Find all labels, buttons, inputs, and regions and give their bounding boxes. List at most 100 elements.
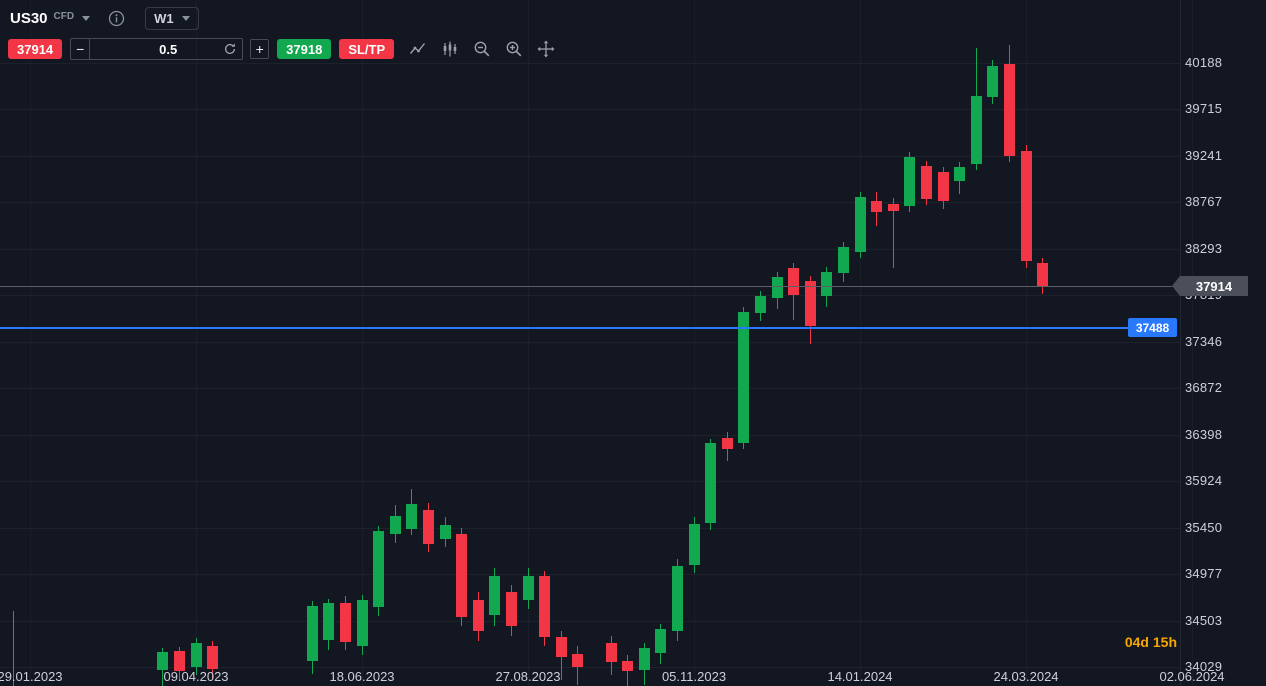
price-tick-label: 35924 — [1185, 473, 1223, 489]
candle-countdown: 04d 15h — [1124, 634, 1177, 650]
level-price-label[interactable]: 37488 — [1128, 318, 1177, 338]
candle-body — [837, 247, 849, 273]
volume-field — [90, 39, 247, 59]
instrument-type-badge: CFD — [53, 11, 75, 22]
current-price-line — [0, 285, 1172, 287]
time-axis-label: 29.01.2023 — [0, 669, 63, 684]
candle-body — [920, 165, 932, 200]
refresh-icon[interactable] — [223, 42, 237, 56]
candle-body — [1037, 262, 1049, 287]
candle-body — [489, 575, 501, 616]
candle-body — [356, 600, 368, 646]
current-price-value: 37914 — [1195, 278, 1233, 294]
candle-body — [439, 524, 451, 539]
candlesticks-icon[interactable] — [440, 40, 459, 59]
candle-body — [821, 271, 833, 297]
candle-body — [871, 201, 883, 212]
gridline-horizontal — [0, 341, 1180, 343]
candle-body — [472, 600, 484, 631]
candle-body — [522, 575, 534, 601]
price-scale[interactable]: 4018839715392413876738293378193734636872… — [1180, 0, 1266, 686]
candle-body — [373, 530, 385, 608]
instrument-header: US30 CFD W1 — [10, 7, 199, 30]
candle-body — [705, 443, 717, 523]
price-tick-label: 39241 — [1185, 147, 1223, 163]
time-scale[interactable]: 29.01.2023 09.04.2023 18.06.2023 27.08.2023… — [0, 662, 1266, 686]
symbol-selector[interactable]: US30 CFD — [10, 10, 91, 27]
time-axis-label: 02.06.2024 — [1159, 669, 1225, 684]
gridline-horizontal — [0, 63, 1180, 64]
candle-body — [738, 311, 750, 444]
volume-stepper: − + — [70, 38, 270, 60]
candle-body — [157, 652, 169, 671]
price-tick-label: 34977 — [1185, 566, 1223, 582]
candle-body — [207, 645, 219, 670]
time-axis-label: 05.11.2023 — [661, 669, 727, 684]
buy-price-button[interactable]: 37918 — [277, 39, 332, 59]
candle-body — [937, 171, 949, 202]
gridline-horizontal — [0, 155, 1180, 157]
time-axis-label: 18.06.2023 — [329, 669, 395, 684]
price-tick-label: 38293 — [1185, 240, 1223, 256]
candle-body — [754, 296, 766, 313]
time-axis-label: 09.04.2023 — [163, 669, 229, 684]
candle-body — [339, 603, 351, 642]
candle-body — [190, 642, 202, 668]
candle-body — [771, 276, 783, 299]
candle-body — [904, 156, 916, 207]
zoom-in-icon[interactable] — [504, 40, 523, 59]
candle-body — [406, 504, 418, 529]
increase-volume-button[interactable]: + — [250, 39, 270, 59]
volume-field-group: − — [70, 38, 247, 60]
sltp-button[interactable]: SL/TP — [339, 39, 395, 59]
candle-body — [688, 523, 700, 566]
candle-body — [505, 591, 517, 626]
price-tick-label: 36872 — [1185, 380, 1223, 396]
candle-body — [671, 566, 683, 631]
candle-body — [323, 603, 335, 640]
candle-body — [1020, 151, 1032, 261]
zoom-out-icon[interactable] — [472, 40, 491, 59]
sell-price-button[interactable]: 37914 — [8, 39, 63, 59]
chevron-down-icon — [82, 16, 91, 21]
candle-body — [605, 642, 617, 663]
candle-body — [854, 197, 866, 253]
gridline-horizontal — [0, 202, 1180, 204]
candle-body — [1003, 63, 1015, 156]
candle-body — [456, 533, 468, 618]
gridline-horizontal — [0, 109, 1180, 111]
timeframe-label: W1 — [154, 11, 174, 26]
gridline-horizontal — [0, 295, 1180, 297]
info-icon[interactable] — [108, 10, 125, 27]
gridline-horizontal — [0, 620, 1180, 622]
time-axis-label: 27.08.2023 — [495, 669, 561, 684]
candle-body — [306, 606, 318, 662]
candle-body — [655, 628, 667, 654]
symbol-name: US30 — [10, 10, 48, 27]
volume-input[interactable] — [90, 39, 247, 59]
move-icon[interactable] — [536, 40, 555, 59]
candle-wick — [12, 611, 14, 686]
price-level-line[interactable] — [0, 326, 1128, 329]
candle-body — [572, 654, 584, 668]
trend-line-icon[interactable] — [408, 40, 427, 59]
price-tick-label: 40188 — [1185, 55, 1223, 70]
candle-body — [539, 575, 551, 637]
candle-body — [622, 661, 634, 672]
candle-body — [987, 65, 999, 98]
time-axis-label: 24.03.2024 — [993, 669, 1059, 684]
gridline-horizontal — [0, 388, 1180, 390]
gridline-horizontal — [0, 481, 1180, 483]
price-tick-label: 36398 — [1185, 426, 1223, 442]
candle-body — [804, 280, 816, 326]
price-tick-label: 39715 — [1185, 101, 1223, 117]
candle-body — [638, 648, 650, 671]
timeframe-selector[interactable]: W1 — [145, 7, 199, 30]
time-axis-label: 14.01.2024 — [827, 669, 893, 684]
gridline-horizontal — [0, 667, 1180, 669]
decrease-volume-button[interactable]: − — [71, 39, 91, 59]
